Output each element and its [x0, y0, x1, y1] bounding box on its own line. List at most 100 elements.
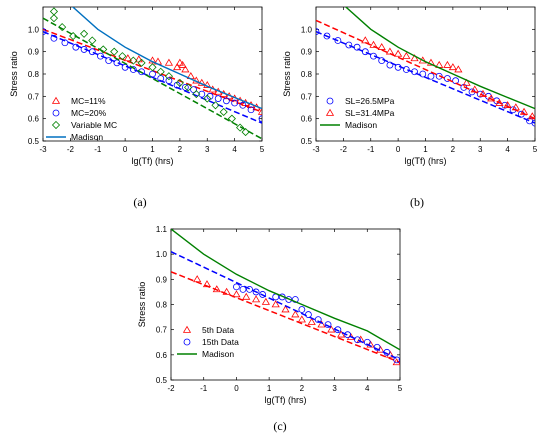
y-axis-label: Stress ratio [137, 282, 147, 328]
data-point-triangle [410, 54, 419, 62]
legend-marker-triangle [182, 325, 192, 333]
x-tick-label: 0 [396, 145, 401, 154]
data-point-diamond [164, 72, 173, 81]
trend-line [316, 19, 535, 120]
chart-panel-b: -3 -2 -1 0 1 2 3 4 5 0.5 0.6 0.7 0.8 0.9 1.0 lg(Tf) (hr… [282, 6, 538, 209]
data-point-circle [190, 86, 197, 94]
x-tick-label: 4 [365, 384, 370, 393]
data-point-diamond [69, 31, 78, 41]
legend-label: SL=31.4MPa [345, 108, 395, 118]
data-point-triangle [454, 65, 463, 73]
data-point-triangle [366, 340, 375, 348]
data-point-triangle [307, 317, 316, 325]
data-point-circle [304, 311, 312, 318]
x-tick-label: 3 [478, 145, 483, 154]
x-tick-label: 5 [533, 145, 538, 154]
data-point-circle [316, 28, 320, 35]
data-point-circle [214, 95, 222, 102]
y-tick-label: 0.7 [301, 92, 313, 101]
data-point-diamond [227, 114, 236, 123]
data-point-triangle [385, 47, 395, 55]
data-point-circle [181, 84, 189, 91]
madison-curve [71, 7, 262, 110]
data-point-triangle [281, 305, 290, 313]
chart-panel-a: -3 -2 -1 0 1 2 3 4 5 0.5 0.6 0.7 0.8 0.9 1.0 lg(Tf) (hr… [9, 6, 265, 209]
data-point-circle [354, 336, 361, 344]
data-point-triangle [448, 63, 457, 71]
data-point-circle [113, 59, 121, 67]
legend: 5th Data 15th Data Madison [177, 325, 239, 359]
y-tick-label: 0.9 [301, 48, 313, 57]
y-tick-label: 0.7 [28, 92, 40, 101]
data-point-triangle [426, 58, 436, 66]
data-point-triangle [297, 315, 306, 323]
legend-marker-circle [183, 338, 191, 346]
legend-label: SL=26.5MPa [345, 96, 395, 106]
data-point-circle [259, 291, 267, 298]
y-tick-label: 0.8 [301, 70, 313, 79]
legend-label: Madison [345, 120, 377, 130]
data-point-circle [531, 119, 535, 127]
data-point-diamond [110, 47, 119, 56]
data-point-diamond [175, 78, 184, 87]
data-point-circle [129, 66, 137, 73]
data-point-circle [231, 99, 239, 107]
data-point-diamond [137, 58, 146, 67]
data-layer [316, 7, 535, 127]
data-point-circle [239, 285, 247, 293]
data-point-triangle [291, 310, 300, 318]
data-point-circle [198, 90, 206, 98]
data-point-circle [50, 34, 58, 42]
data-point-triangle [181, 65, 190, 73]
legend-label: Variable MC [71, 120, 117, 130]
legend-marker-triangle [325, 108, 335, 116]
x-tick-label: 4 [505, 145, 510, 154]
data-point-triangle [232, 290, 241, 298]
data-point-triangle [173, 63, 182, 71]
data-point-triangle [462, 78, 471, 86]
legend-marker-diamond [51, 120, 61, 130]
data-point-diamond [118, 52, 127, 61]
data-point-diamond [203, 94, 212, 103]
data-point-circle [344, 331, 352, 339]
x-tick-label: -3 [312, 145, 320, 154]
legend-label: Madison [71, 132, 103, 142]
data-point-circle [43, 28, 47, 35]
y-tick-label: 1.0 [301, 25, 313, 34]
data-point-triangle [402, 51, 411, 59]
x-tick-label: 2 [178, 145, 183, 154]
data-point-triangle [377, 43, 386, 50]
x-axis-label: lg(Tf) (hrs) [265, 395, 307, 405]
y-tick-label: 1.0 [28, 25, 40, 34]
data-point-circle [233, 283, 240, 291]
data-point-diamond [211, 101, 220, 110]
data-layer [43, 7, 262, 140]
data-point-triangle [327, 325, 336, 333]
data-point-triangle [242, 292, 251, 300]
x-tick-label: 0 [123, 145, 128, 154]
y-tick-label: 0.7 [156, 326, 168, 335]
y-axis-label: Stress ratio [9, 51, 19, 97]
data-point-triangle [164, 58, 174, 66]
legend-marker-triangle [51, 96, 61, 104]
y-tick-label: 0.6 [301, 115, 313, 124]
data-layer [171, 229, 400, 366]
y-axis-label: Stress ratio [282, 51, 292, 97]
data-point-diamond [192, 90, 201, 99]
data-point-circle [452, 77, 460, 85]
data-point-triangle [386, 350, 395, 358]
data-point-circle [298, 306, 306, 313]
legend-label: 5th Data [202, 325, 234, 335]
trend-line [171, 271, 400, 364]
data-point-circle [223, 97, 230, 105]
data-point-triangle [443, 60, 452, 68]
legend: MC=11% MC=20% Variable MC Madison [46, 96, 117, 142]
data-point-circle [427, 72, 435, 80]
data-point-circle [373, 343, 381, 351]
x-tick-label: 3 [332, 384, 337, 393]
legend-marker-circle [326, 97, 334, 105]
data-point-circle [247, 106, 255, 114]
y-tick-label: 0.5 [156, 376, 168, 385]
data-point-diamond [241, 128, 250, 137]
panel-label: (c) [273, 419, 286, 433]
